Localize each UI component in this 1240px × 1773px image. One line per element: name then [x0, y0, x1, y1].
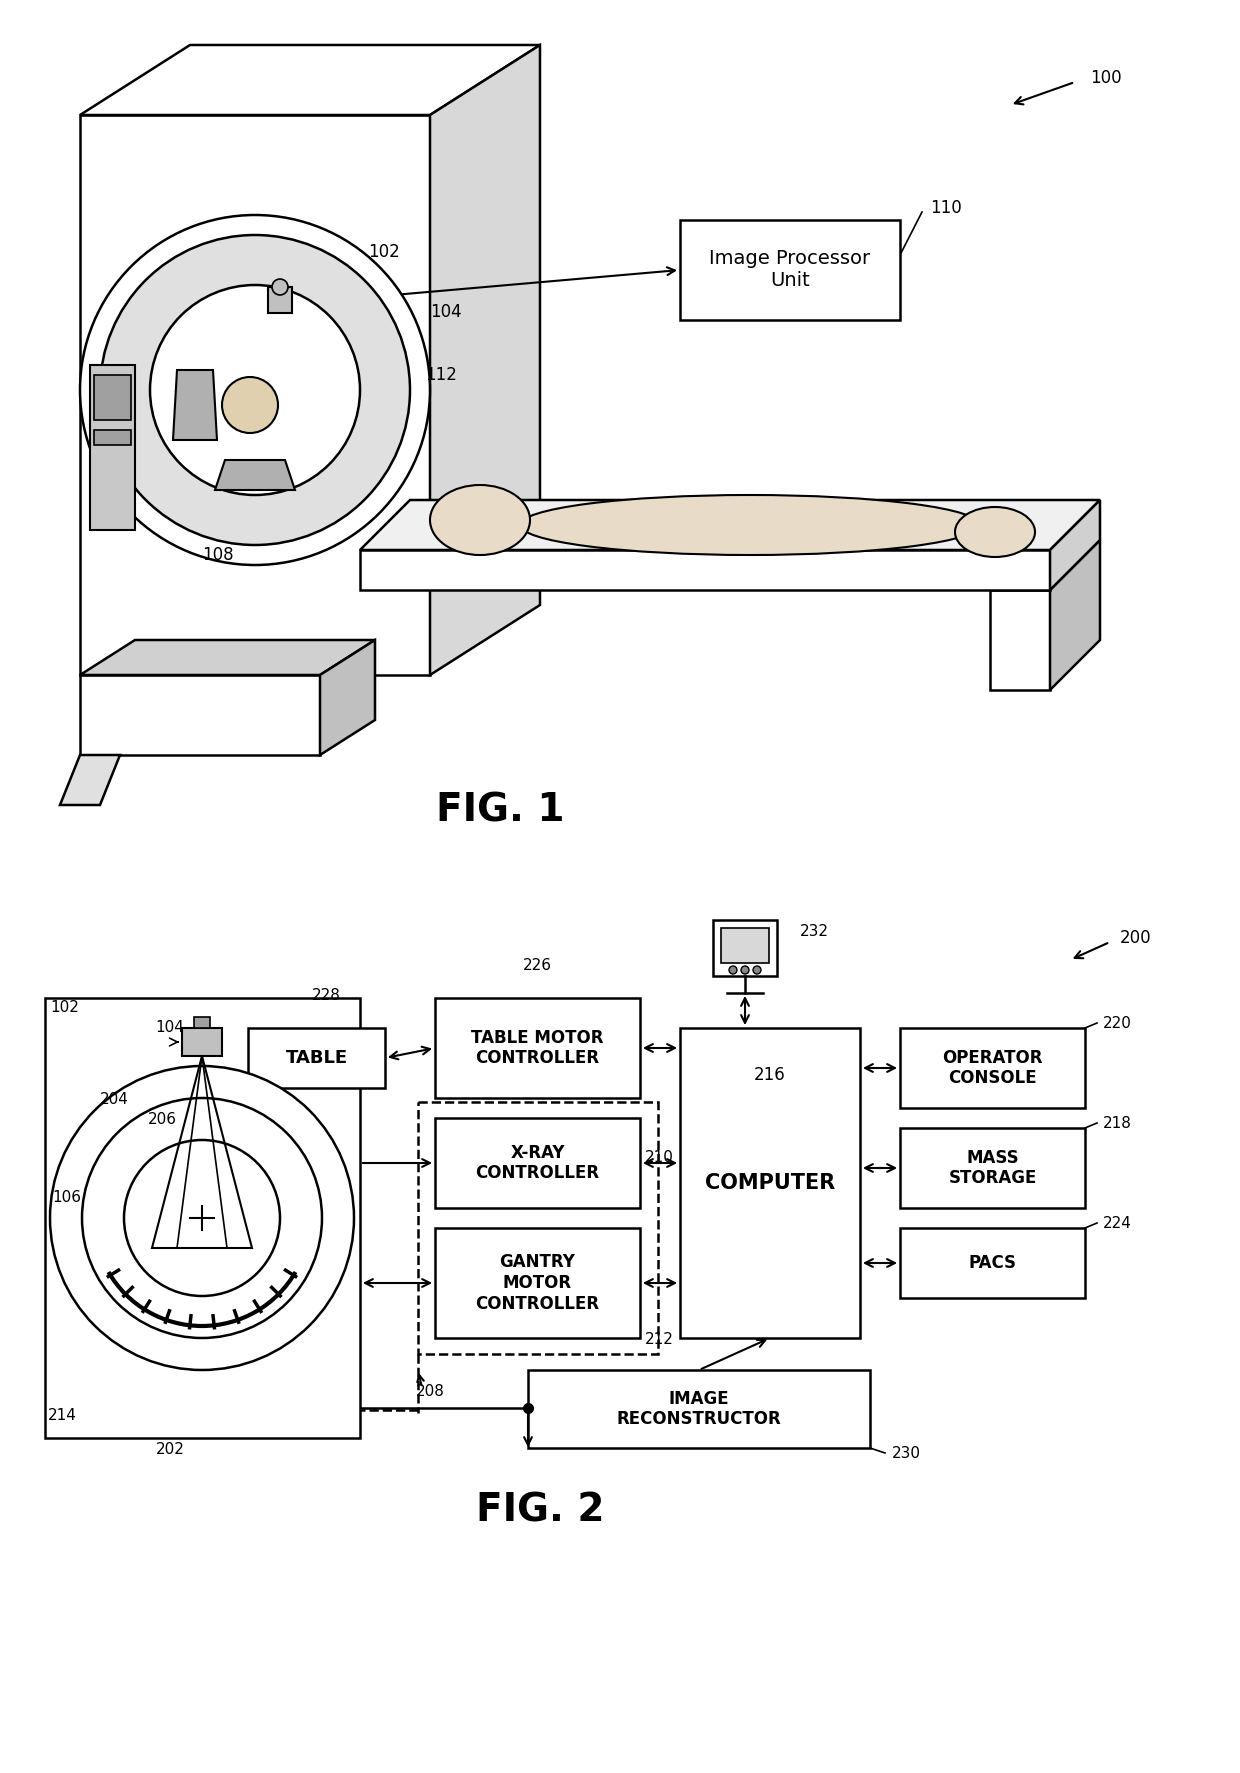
- Polygon shape: [360, 550, 1050, 590]
- Polygon shape: [430, 44, 539, 676]
- Polygon shape: [435, 1119, 640, 1207]
- Text: FIG. 1: FIG. 1: [435, 791, 564, 830]
- Text: 216: 216: [754, 1066, 786, 1083]
- Circle shape: [100, 236, 410, 544]
- Polygon shape: [528, 1371, 870, 1449]
- Polygon shape: [680, 220, 900, 319]
- Ellipse shape: [430, 486, 529, 555]
- Text: 104: 104: [430, 303, 461, 321]
- Ellipse shape: [955, 507, 1035, 557]
- Polygon shape: [1050, 500, 1100, 590]
- Polygon shape: [248, 1028, 384, 1089]
- Text: 100: 100: [1090, 69, 1122, 87]
- Polygon shape: [1050, 541, 1100, 690]
- Polygon shape: [174, 371, 217, 440]
- Text: 232: 232: [800, 924, 830, 940]
- Text: IMAGE
RECONSTRUCTOR: IMAGE RECONSTRUCTOR: [616, 1390, 781, 1429]
- Circle shape: [222, 378, 278, 433]
- Text: 224: 224: [1104, 1216, 1132, 1230]
- Circle shape: [150, 285, 360, 495]
- Polygon shape: [713, 920, 777, 975]
- Ellipse shape: [520, 495, 980, 555]
- Polygon shape: [182, 1028, 222, 1057]
- Text: GANTRY
MOTOR
CONTROLLER: GANTRY MOTOR CONTROLLER: [475, 1254, 600, 1312]
- Text: FIG. 2: FIG. 2: [476, 1491, 604, 1528]
- Text: 102: 102: [368, 243, 399, 261]
- Text: X-RAY
CONTROLLER: X-RAY CONTROLLER: [475, 1144, 600, 1183]
- Text: 106: 106: [52, 1190, 81, 1206]
- Polygon shape: [60, 755, 120, 805]
- Text: Image Processor
Unit: Image Processor Unit: [709, 250, 870, 291]
- Circle shape: [729, 966, 737, 973]
- Text: TABLE MOTOR
CONTROLLER: TABLE MOTOR CONTROLLER: [471, 1028, 604, 1067]
- Text: 204: 204: [100, 1092, 129, 1108]
- Circle shape: [50, 1066, 353, 1371]
- Polygon shape: [81, 44, 539, 115]
- Polygon shape: [990, 541, 1100, 590]
- Polygon shape: [193, 1018, 210, 1028]
- Polygon shape: [320, 640, 374, 755]
- Text: OPERATOR
CONSOLE: OPERATOR CONSOLE: [942, 1048, 1043, 1087]
- Text: 112: 112: [425, 365, 456, 385]
- Text: 108: 108: [202, 546, 233, 564]
- Polygon shape: [435, 998, 640, 1097]
- Polygon shape: [900, 1028, 1085, 1108]
- Text: 202: 202: [155, 1443, 185, 1457]
- Polygon shape: [94, 376, 131, 420]
- Polygon shape: [900, 1128, 1085, 1207]
- Polygon shape: [360, 500, 1100, 550]
- Text: 210: 210: [645, 1151, 673, 1165]
- Text: 110: 110: [930, 199, 962, 216]
- Circle shape: [272, 278, 288, 294]
- Polygon shape: [268, 287, 291, 314]
- Text: 208: 208: [415, 1385, 444, 1399]
- Text: 212: 212: [645, 1333, 673, 1347]
- Text: 104: 104: [155, 1021, 184, 1035]
- Polygon shape: [435, 1229, 640, 1339]
- Text: 228: 228: [312, 989, 341, 1004]
- Text: MASS
STORAGE: MASS STORAGE: [949, 1149, 1037, 1188]
- Polygon shape: [720, 927, 769, 963]
- Text: 206: 206: [148, 1112, 177, 1128]
- Polygon shape: [900, 1229, 1085, 1298]
- Circle shape: [742, 966, 749, 973]
- Text: 226: 226: [523, 959, 552, 973]
- Text: 230: 230: [892, 1445, 921, 1461]
- Text: 220: 220: [1104, 1016, 1132, 1030]
- Text: COMPUTER: COMPUTER: [704, 1174, 835, 1193]
- Polygon shape: [94, 431, 131, 445]
- Polygon shape: [81, 640, 374, 676]
- Polygon shape: [81, 676, 320, 755]
- Circle shape: [81, 215, 430, 566]
- Circle shape: [753, 966, 761, 973]
- Circle shape: [124, 1140, 280, 1296]
- Text: 218: 218: [1104, 1115, 1132, 1131]
- Polygon shape: [45, 998, 360, 1438]
- Polygon shape: [215, 459, 295, 489]
- Text: 108: 108: [228, 1197, 257, 1213]
- Text: 200: 200: [1120, 929, 1152, 947]
- Polygon shape: [990, 590, 1050, 690]
- Text: PACS: PACS: [968, 1254, 1017, 1271]
- Text: 102: 102: [50, 1000, 79, 1016]
- Polygon shape: [91, 365, 135, 530]
- Circle shape: [82, 1097, 322, 1339]
- Text: 214: 214: [48, 1408, 77, 1422]
- Polygon shape: [680, 1028, 861, 1339]
- Text: TABLE: TABLE: [285, 1050, 347, 1067]
- Polygon shape: [81, 115, 430, 676]
- Text: 106: 106: [150, 346, 182, 363]
